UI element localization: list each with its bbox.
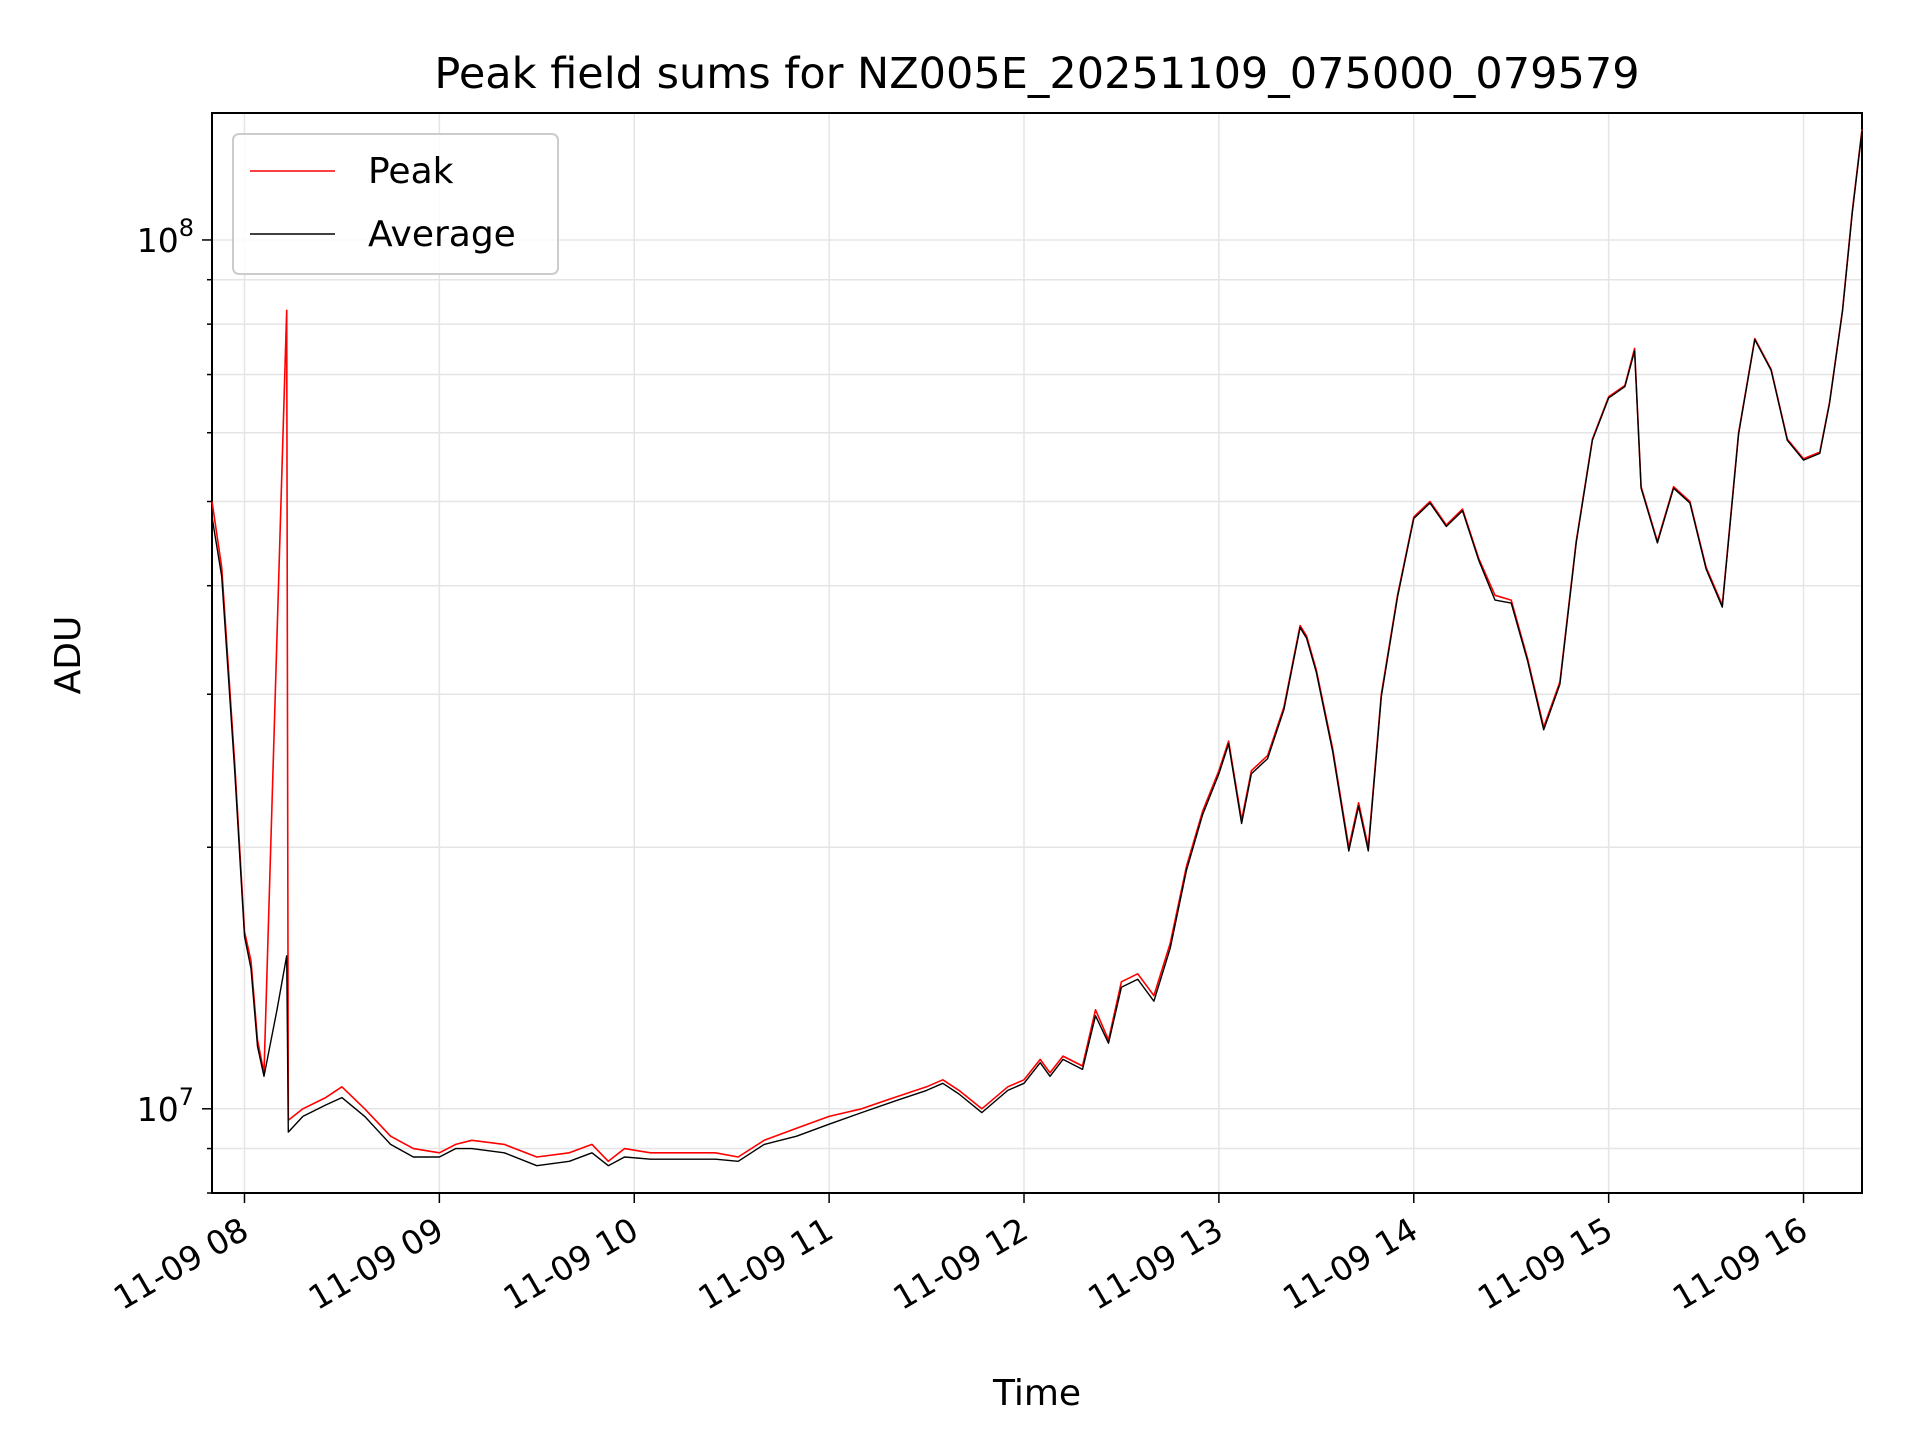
x-tick-label: 11-09 12 (886, 1210, 1034, 1318)
y-tick-label: 107 (137, 1083, 194, 1129)
x-tick-label: 11-09 16 (1666, 1210, 1814, 1318)
y-tick-label: 108 (137, 214, 194, 260)
y-tick-label-mantissa: 10 (137, 221, 179, 260)
y-tick-label-mantissa: 10 (137, 1090, 179, 1129)
legend-label-peak: Peak (368, 151, 454, 192)
x-tick-label: 11-09 11 (692, 1210, 840, 1318)
x-axis-label: Time (992, 1373, 1081, 1414)
grid (212, 113, 1862, 1194)
y-tick-label-exponent: 8 (179, 214, 194, 242)
y-axis-label: ADU (48, 616, 89, 695)
plot-frame (211, 112, 1863, 1194)
x-tick-label: 11-09 10 (497, 1210, 645, 1318)
y-tick-label-exponent: 7 (179, 1083, 194, 1111)
series-line-average (211, 130, 1863, 1167)
legend-box (232, 133, 559, 275)
x-tick-label: 11-09 15 (1471, 1210, 1619, 1318)
x-tick-label: 11-09 08 (107, 1210, 255, 1318)
x-tick-label: 11-09 13 (1081, 1210, 1229, 1318)
x-tick-label: 11-09 09 (302, 1210, 450, 1318)
legend: Peak Average (232, 133, 559, 275)
legend-label-average: Average (368, 214, 516, 255)
x-axis-ticks: 11-09 08 11-09 09 11-09 10 11-09 11 11-09 12… (107, 1193, 1814, 1318)
series-line-peak (211, 129, 1863, 1163)
x-tick-label: 11-09 14 (1276, 1210, 1424, 1318)
chart-title: Peak field sums for NZ005E_20251109_0750… (434, 49, 1639, 99)
series-layer (211, 129, 1863, 1167)
